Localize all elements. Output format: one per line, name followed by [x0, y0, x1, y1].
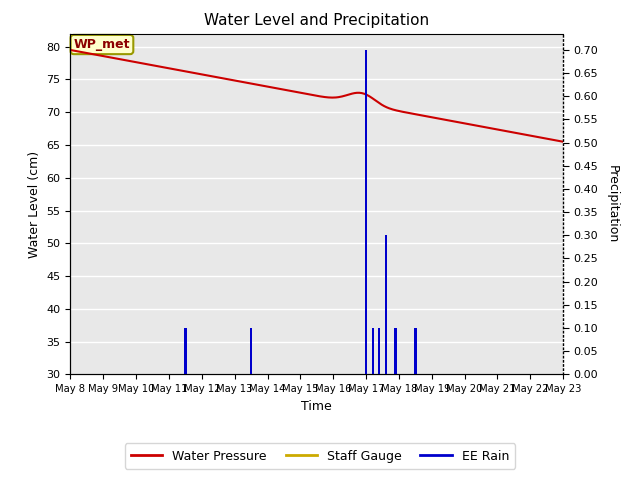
Bar	[378, 328, 380, 374]
Bar	[250, 328, 252, 374]
Bar	[365, 50, 367, 374]
Title: Water Level and Precipitation: Water Level and Precipitation	[204, 13, 429, 28]
Bar	[394, 328, 397, 374]
Text: WP_met: WP_met	[74, 38, 130, 51]
Bar	[414, 328, 417, 374]
Y-axis label: Precipitation: Precipitation	[606, 165, 620, 243]
Bar	[184, 328, 186, 374]
Legend: Water Pressure, Staff Gauge, EE Rain: Water Pressure, Staff Gauge, EE Rain	[125, 444, 515, 469]
Bar	[385, 235, 387, 374]
Y-axis label: Water Level (cm): Water Level (cm)	[28, 150, 41, 258]
X-axis label: Time: Time	[301, 400, 332, 413]
Bar	[371, 328, 374, 374]
